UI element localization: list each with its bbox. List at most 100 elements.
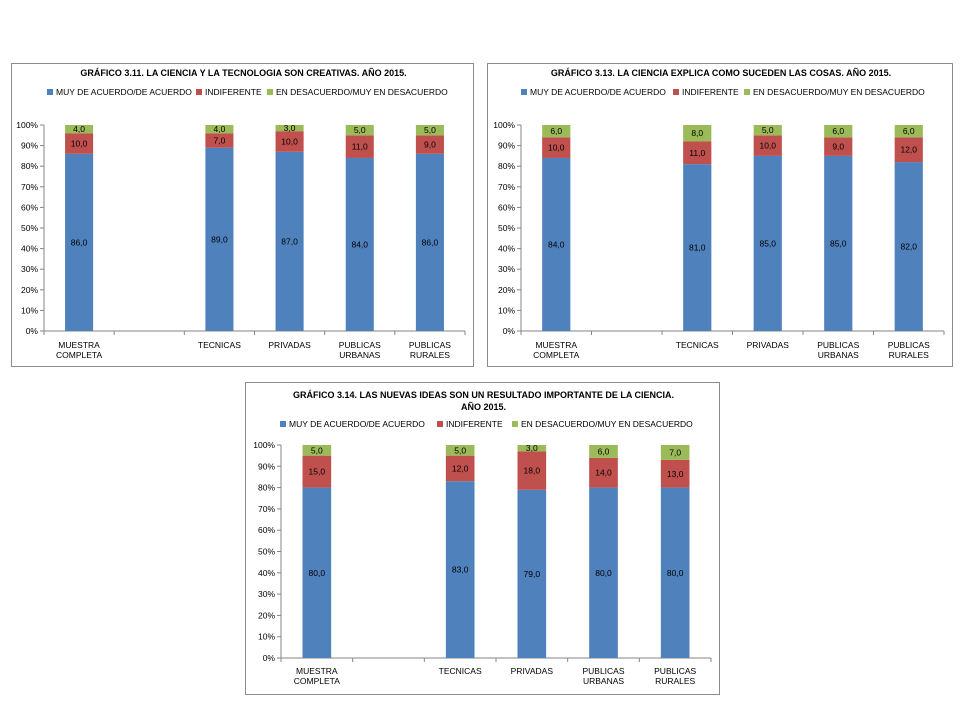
data-label: 3,0 bbox=[526, 443, 538, 453]
data-label: 6,0 bbox=[903, 126, 915, 136]
category-label: PRIVADAS bbox=[268, 340, 311, 350]
y-tick-label: 30% bbox=[258, 589, 275, 599]
bar-en-desacuerdo-muy-en-desacuerdo bbox=[753, 125, 782, 136]
bar-indiferente bbox=[445, 455, 475, 482]
bar-en-desacuerdo-muy-en-desacuerdo bbox=[445, 445, 475, 456]
data-label: 86,0 bbox=[71, 237, 88, 247]
bar-indiferente bbox=[683, 141, 712, 165]
legend-label-indiferente: INDIFERENTE bbox=[682, 87, 739, 97]
chart-svg: GRÁFICO 3.13. LA CIENCIA EXPLICA COMO SU… bbox=[493, 68, 945, 360]
y-tick-label: 70% bbox=[498, 182, 515, 192]
category-label: URBANAS bbox=[583, 676, 624, 686]
data-label: 80,0 bbox=[667, 568, 684, 578]
bar-muy-de-acuerdo-de-acuerdo bbox=[445, 481, 475, 658]
bar-en-desacuerdo-muy-en-desacuerdo bbox=[894, 125, 923, 138]
chart-svg: GRÁFICO 3.11. LA CIENCIA Y LA TECNOLOGIA… bbox=[16, 68, 466, 360]
category-label: PRIVADAS bbox=[511, 666, 554, 676]
bar-muy-de-acuerdo-de-acuerdo bbox=[683, 164, 712, 331]
category-label: PUBLICAS bbox=[654, 666, 696, 676]
data-label: 14,0 bbox=[595, 468, 612, 478]
bar-indiferente bbox=[345, 135, 374, 158]
legend-swatch-indiferente bbox=[196, 89, 202, 95]
legend-label-muy-de-acuerdo-de-acuerdo: MUY DE ACUERDO/DE ACUERDO bbox=[56, 87, 192, 97]
category-label: URBANAS bbox=[339, 350, 380, 360]
data-label: 18,0 bbox=[524, 466, 541, 476]
chart-3-13: GRÁFICO 3.13. LA CIENCIA EXPLICA COMO SU… bbox=[487, 63, 953, 367]
data-label: 15,0 bbox=[309, 467, 326, 477]
y-tick-label: 100% bbox=[253, 440, 275, 450]
bar-muy-de-acuerdo-de-acuerdo bbox=[824, 155, 853, 331]
data-label: 6,0 bbox=[832, 126, 844, 136]
y-tick-label: 30% bbox=[21, 264, 38, 274]
bar-en-desacuerdo-muy-en-desacuerdo bbox=[517, 445, 547, 452]
data-label: 10,0 bbox=[71, 139, 88, 149]
data-label: 5,0 bbox=[424, 125, 436, 135]
data-label: 5,0 bbox=[354, 125, 366, 135]
data-label: 86,0 bbox=[422, 237, 439, 247]
data-label: 9,0 bbox=[832, 142, 844, 152]
data-label: 3,0 bbox=[284, 123, 296, 133]
data-label: 13,0 bbox=[667, 469, 684, 479]
bar-en-desacuerdo-muy-en-desacuerdo bbox=[65, 125, 94, 134]
legend-swatch-en-desacuerdo-muy-en-desacuerdo bbox=[744, 89, 750, 95]
category-label: PUBLICAS bbox=[582, 666, 624, 676]
y-tick-label: 0% bbox=[263, 653, 276, 663]
category-label: MUESTRA bbox=[535, 340, 577, 350]
data-label: 10,0 bbox=[759, 141, 776, 151]
category-label: RURALES bbox=[655, 676, 695, 686]
bar-en-desacuerdo-muy-en-desacuerdo bbox=[415, 125, 444, 136]
data-label: 6,0 bbox=[550, 126, 562, 136]
data-label: 82,0 bbox=[900, 242, 917, 252]
category-label: TECNICAS bbox=[439, 666, 482, 676]
legend-label-muy-de-acuerdo-de-acuerdo: MUY DE ACUERDO/DE ACUERDO bbox=[530, 87, 666, 97]
bar-en-desacuerdo-muy-en-desacuerdo bbox=[683, 125, 712, 142]
category-label: COMPLETA bbox=[533, 350, 579, 360]
category-label: PUBLICAS bbox=[409, 340, 451, 350]
data-label: 89,0 bbox=[211, 234, 228, 244]
data-label: 7,0 bbox=[669, 447, 681, 457]
bar-muy-de-acuerdo-de-acuerdo bbox=[517, 489, 547, 658]
bar-muy-de-acuerdo-de-acuerdo bbox=[415, 153, 444, 331]
y-tick-label: 30% bbox=[498, 264, 515, 274]
bar-indiferente bbox=[517, 451, 547, 490]
y-tick-label: 90% bbox=[21, 141, 38, 151]
legend-swatch-muy-de-acuerdo-de-acuerdo bbox=[47, 89, 53, 95]
y-tick-label: 90% bbox=[498, 141, 515, 151]
bar-indiferente bbox=[824, 137, 853, 156]
y-tick-label: 50% bbox=[21, 223, 38, 233]
y-tick-label: 70% bbox=[21, 182, 38, 192]
chart-title: GRÁFICO 3.14. LAS NUEVAS IDEAS SON UN RE… bbox=[293, 390, 674, 400]
bar-en-desacuerdo-muy-en-desacuerdo bbox=[275, 125, 304, 132]
category-label: MUESTRA bbox=[58, 340, 100, 350]
bar-muy-de-acuerdo-de-acuerdo bbox=[660, 487, 690, 658]
bar-muy-de-acuerdo-de-acuerdo bbox=[589, 487, 618, 658]
bar-en-desacuerdo-muy-en-desacuerdo bbox=[345, 125, 374, 136]
y-tick-label: 50% bbox=[498, 223, 515, 233]
chart-title: AÑO 2015. bbox=[461, 402, 506, 412]
bar-indiferente bbox=[894, 137, 923, 163]
data-label: 84,0 bbox=[351, 239, 368, 249]
data-label: 85,0 bbox=[830, 238, 847, 248]
bar-muy-de-acuerdo-de-acuerdo bbox=[894, 162, 923, 331]
data-label: 12,0 bbox=[452, 463, 469, 473]
chart-title: GRÁFICO 3.11. LA CIENCIA Y LA TECNOLOGIA… bbox=[80, 68, 406, 78]
legend-swatch-muy-de-acuerdo-de-acuerdo bbox=[521, 89, 527, 95]
legend-swatch-indiferente bbox=[673, 89, 679, 95]
bar-muy-de-acuerdo-de-acuerdo bbox=[275, 151, 304, 331]
chart-svg: GRÁFICO 3.14. LAS NUEVAS IDEAS SON UN RE… bbox=[253, 390, 712, 686]
y-tick-label: 80% bbox=[258, 483, 275, 493]
data-label: 83,0 bbox=[452, 565, 469, 575]
data-label: 5,0 bbox=[454, 445, 466, 455]
data-label: 10,0 bbox=[281, 136, 298, 146]
category-label: COMPLETA bbox=[56, 350, 102, 360]
y-tick-label: 10% bbox=[498, 305, 515, 315]
data-label: 11,0 bbox=[352, 142, 368, 152]
y-tick-label: 0% bbox=[503, 326, 516, 336]
bar-indiferente bbox=[205, 133, 234, 148]
category-label: PUBLICAS bbox=[339, 340, 381, 350]
bar-en-desacuerdo-muy-en-desacuerdo bbox=[542, 125, 571, 138]
data-label: 81,0 bbox=[689, 243, 706, 253]
legend-swatch-muy-de-acuerdo-de-acuerdo bbox=[280, 421, 286, 427]
y-tick-label: 60% bbox=[498, 202, 515, 212]
data-label: 10,0 bbox=[548, 143, 565, 153]
